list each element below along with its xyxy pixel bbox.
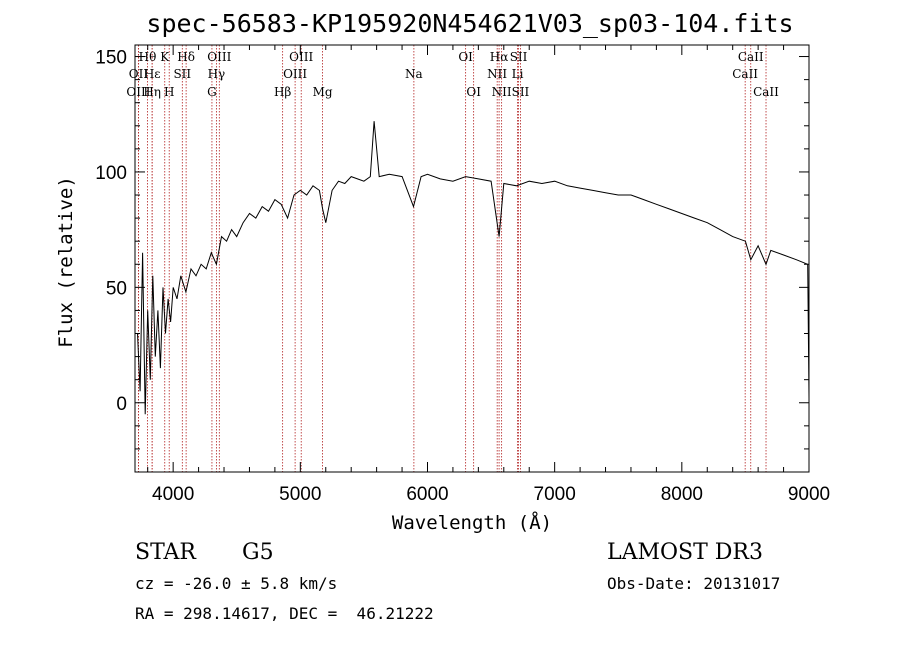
x-tick-label: 9000 — [788, 484, 830, 505]
spectrum-series-line — [137, 121, 810, 415]
plot-frame — [134, 44, 810, 473]
line-label-18: OI — [466, 85, 481, 99]
line-label-19: Hα — [490, 50, 509, 64]
line-label-15: Mg — [313, 85, 333, 99]
survey-name: LAMOST DR3 — [607, 540, 763, 565]
x-axis-label: Wavelength (Å) — [392, 511, 552, 534]
line-label-24: SII — [512, 85, 530, 99]
line-label-5: K — [160, 50, 170, 64]
y-tick-label: 100 — [95, 163, 127, 184]
axis-ticks: 4000 5000 6000 7000 8000 9000 0 50 100 150 — [95, 45, 830, 505]
line-label-25: CaII — [738, 50, 764, 64]
line-label-6: H — [164, 85, 174, 99]
line-label-1: OII — [129, 67, 149, 81]
line-label-14: OIII — [283, 67, 307, 81]
line-label-0: Hθ — [139, 50, 157, 64]
line-label-16: Na — [405, 67, 423, 81]
spectral-line-labels: Hθ OII OIII Hε Hη K H SII Hδ OIII Hγ G Hβ OIII OIII Mg N… — [126, 50, 779, 99]
line-label-22: SII — [510, 50, 528, 64]
line-label-26: CaII — [732, 67, 758, 81]
line-label-10: Hγ — [208, 67, 226, 81]
redshift-text: cz = -26.0 ± 5.8 km/s — [135, 574, 338, 593]
line-label-13: OIII — [289, 50, 313, 64]
line-label-17: OI — [458, 50, 473, 64]
x-tick-label: 5000 — [279, 484, 321, 505]
coordinates-text: RA = 298.14617, DEC = 46.21222 — [135, 604, 434, 623]
object-subclass: G5 — [242, 540, 274, 565]
x-tick-label: 7000 — [534, 484, 576, 505]
line-label-11: G — [207, 85, 217, 99]
line-label-3: Hε — [144, 67, 161, 81]
line-label-4: Hη — [143, 85, 161, 99]
line-label-8: Hδ — [177, 50, 195, 64]
x-tick-label: 4000 — [152, 484, 194, 505]
line-label-12: Hβ — [274, 85, 291, 99]
chart-title: spec-56583-KP195920N454621V03_sp03-104.f… — [146, 9, 793, 38]
line-label-9: OIII — [207, 50, 231, 64]
line-label-23: Li — [512, 67, 524, 81]
x-tick-label: 6000 — [406, 484, 448, 505]
line-label-7: SII — [173, 67, 191, 81]
observation-date: Obs-Date: 20131017 — [607, 574, 781, 593]
y-tick-label: 50 — [106, 278, 127, 299]
line-label-27: CaII — [753, 85, 779, 99]
y-tick-label: 0 — [116, 394, 127, 415]
x-tick-label: 8000 — [661, 484, 703, 505]
line-label-21: NII — [492, 85, 512, 99]
y-tick-label: 150 — [95, 48, 127, 69]
line-label-20: NII — [487, 67, 507, 81]
object-class: STAR — [135, 540, 196, 565]
y-axis-label: Flux (relative) — [55, 176, 77, 348]
line-label-2: OIII — [126, 85, 150, 99]
spectral-line-markers — [138, 45, 767, 472]
